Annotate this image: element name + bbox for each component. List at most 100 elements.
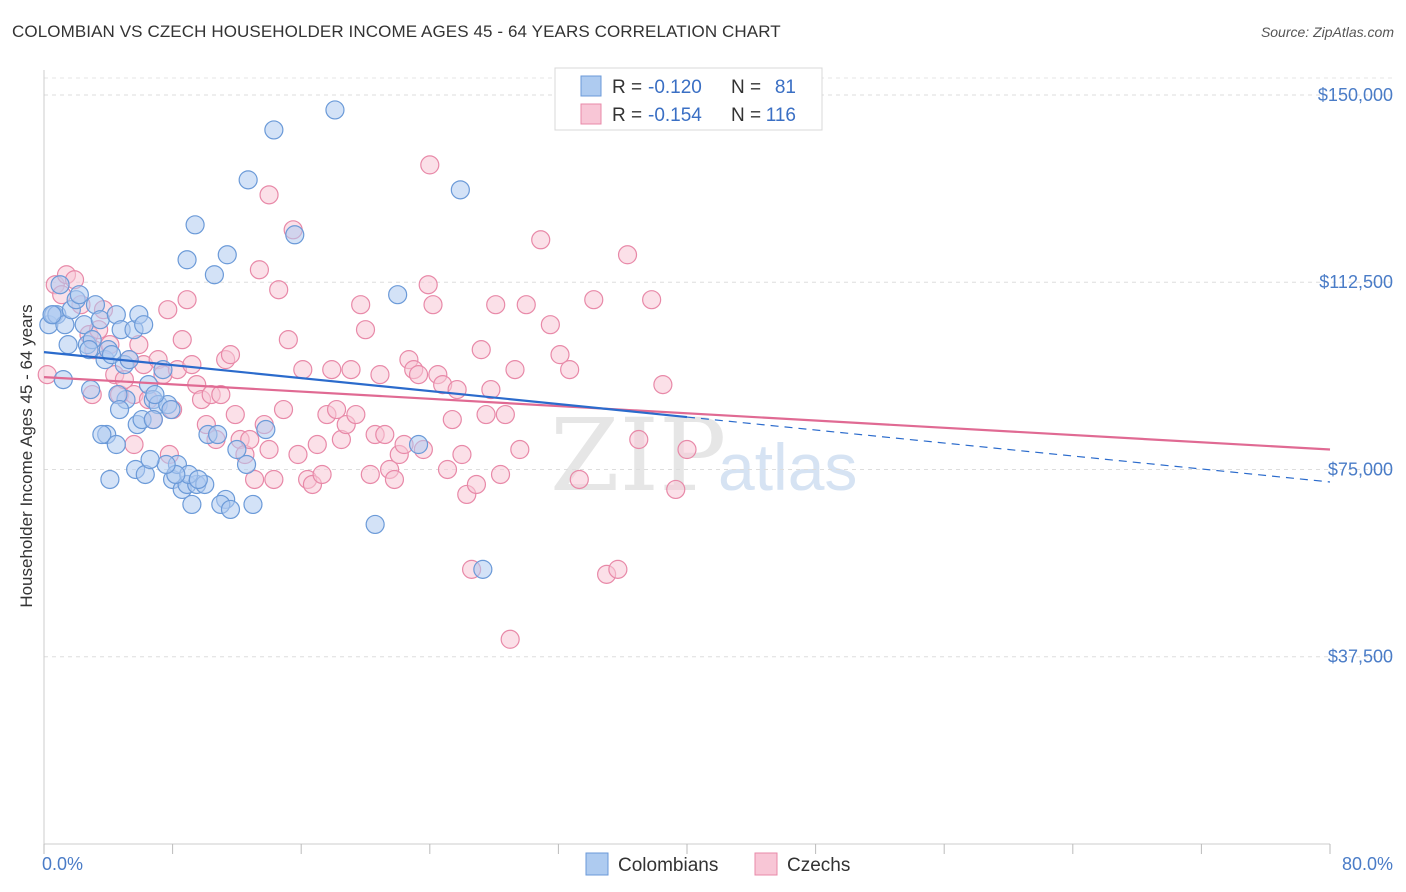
legend-n-value-1: 81 — [775, 77, 796, 98]
colombian-point-71 — [238, 170, 258, 190]
colombian-point-59 — [156, 454, 176, 475]
czech-point-86 — [466, 474, 487, 495]
colombian-point-78 — [185, 215, 205, 235]
czech-point-64 — [360, 464, 380, 485]
czech-point-39 — [240, 429, 260, 450]
czech-point-92 — [495, 404, 515, 425]
legend-box: R = -0.120 N = 81 R = -0.154 N = 116 — [554, 67, 823, 131]
czech-point-53 — [307, 434, 327, 455]
czech-point-110 — [677, 439, 697, 460]
colombian-point-67 — [256, 419, 276, 440]
y-tick-label-1: $75,000 — [1328, 459, 1393, 479]
czech-point-63 — [355, 320, 376, 340]
czech-point-95 — [510, 439, 530, 460]
czech-point-115 — [259, 185, 279, 205]
legend-swatch-czechs — [580, 103, 602, 125]
czech-point-74 — [408, 365, 429, 385]
colombian-point-49 — [143, 409, 163, 430]
colombian-point-63 — [106, 434, 126, 455]
source-label: Source: ZipAtlas.com — [1260, 24, 1394, 40]
czech-point-102 — [584, 290, 604, 310]
y-tick-label-3: $150,000 — [1318, 85, 1393, 105]
colombian-point-73 — [388, 285, 408, 305]
czech-point-100 — [560, 360, 580, 380]
czech-point-44 — [264, 469, 284, 490]
colombian-point-3 — [50, 275, 70, 295]
y-tick-labels: $37,500 $75,000 $112,500 $150,000 — [1318, 85, 1393, 667]
legend-r-label-2: R = — [612, 105, 642, 126]
czech-point-91 — [490, 464, 511, 485]
colombian-point-65 — [220, 499, 241, 520]
colombian-point-75 — [473, 559, 493, 579]
czech-point-50 — [293, 360, 313, 380]
x-ticks — [43, 844, 1331, 854]
colombian-point-47 — [100, 469, 120, 490]
legend-r-label-1: R = — [612, 77, 642, 98]
czech-point-33 — [211, 384, 231, 405]
bottom-legend-swatch-czechs — [754, 852, 778, 876]
czech-point-114 — [420, 155, 440, 175]
czech-point-82 — [447, 379, 467, 400]
czechs-points — [37, 155, 697, 649]
y-axis-label: Householder Income Ages 45 - 64 years — [17, 304, 36, 607]
czech-point-57 — [326, 399, 347, 420]
colombian-point-43 — [236, 454, 257, 475]
czech-point-109 — [666, 479, 686, 500]
colombian-point-60 — [145, 384, 165, 405]
czech-point-107 — [642, 290, 662, 310]
czech-point-35 — [220, 345, 241, 365]
czech-point-76 — [418, 275, 438, 295]
czechs-trend-line — [43, 376, 1331, 451]
colombian-point-80 — [177, 250, 197, 270]
legend-n-label-1: N = — [731, 77, 761, 98]
czech-point-54 — [312, 464, 332, 485]
colombian-point-61 — [81, 379, 101, 400]
grid-lines — [44, 77, 1392, 658]
legend-n-label-2: N = — [731, 105, 761, 126]
colombian-point-64 — [188, 469, 208, 490]
czech-point-104 — [608, 559, 628, 579]
czech-point-106 — [629, 429, 649, 450]
czech-point-89 — [481, 379, 501, 400]
czech-point-47 — [278, 330, 298, 350]
legend-swatch-colombians — [580, 75, 602, 97]
y-tick-label-2: $112,500 — [1319, 272, 1393, 292]
colombians-trend-extension — [686, 416, 1331, 483]
czech-point-101 — [569, 469, 589, 490]
czech-point-97 — [531, 230, 551, 250]
czech-point-66 — [370, 365, 390, 385]
czech-point-81 — [442, 409, 462, 430]
colombian-point-5 — [58, 335, 78, 355]
colombian-point-79 — [204, 265, 224, 285]
czech-point-62 — [351, 295, 371, 315]
legend-r-value-2: -0.154 — [648, 105, 702, 126]
colombian-point-51 — [92, 424, 112, 445]
czech-point-98 — [540, 315, 560, 335]
czech-point-77 — [423, 295, 443, 315]
czech-point-67 — [375, 424, 395, 445]
colombian-point-14 — [42, 305, 62, 325]
czech-point-36 — [225, 404, 245, 425]
colombian-point-13 — [90, 310, 110, 330]
czech-point-40 — [244, 469, 265, 490]
legend-r-value-1: -0.120 — [648, 77, 702, 98]
czech-point-99 — [550, 345, 570, 365]
czech-point-93 — [500, 629, 520, 649]
czech-point-90 — [486, 295, 506, 315]
colombians-points — [39, 100, 493, 579]
czech-point-27 — [182, 355, 202, 375]
czech-point-69 — [384, 469, 405, 490]
colombian-point-76 — [408, 434, 429, 455]
czech-point-46 — [273, 399, 294, 420]
y-tick-label-0: $37,500 — [1328, 647, 1393, 667]
czech-point-112 — [124, 434, 144, 455]
bottom-legend-czechs: Czechs — [787, 855, 850, 876]
bottom-legend-colombians: Colombians — [618, 855, 718, 876]
colombian-point-25 — [134, 315, 154, 335]
czech-point-105 — [617, 245, 638, 265]
colombian-point-70 — [264, 120, 284, 140]
bottom-legend-swatch-colombians — [585, 852, 609, 876]
czech-point-94 — [505, 360, 525, 380]
czech-point-96 — [516, 295, 536, 315]
